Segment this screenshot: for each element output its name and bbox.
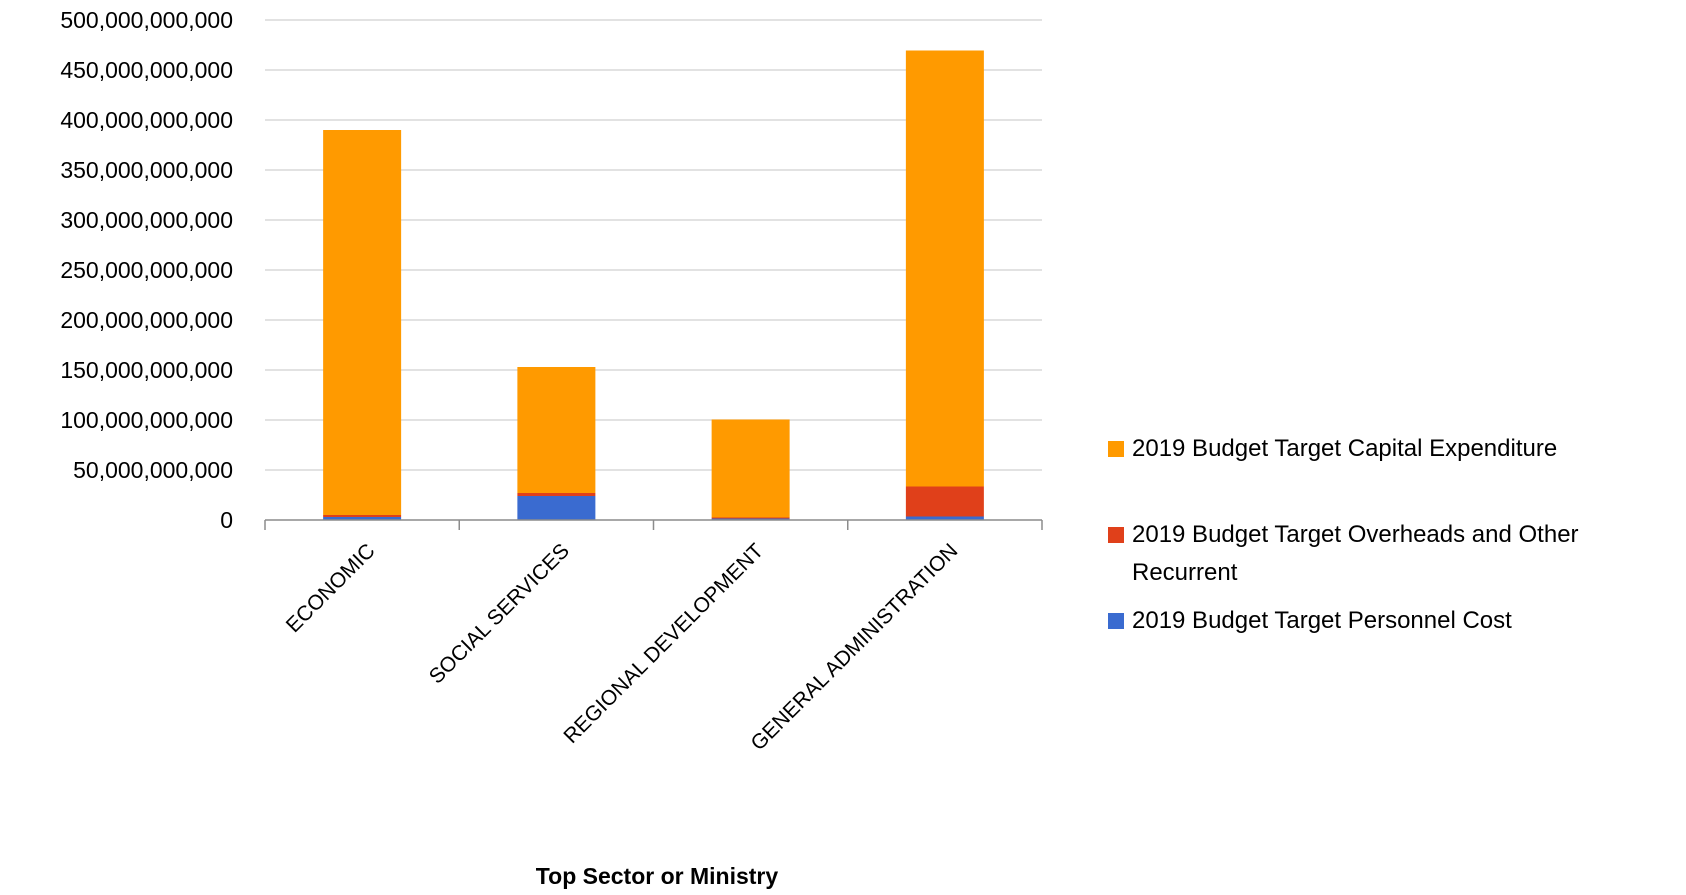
legend-label-overheads: 2019 Budget Target Overheads and Other R… — [1132, 521, 1579, 586]
y-tick-label: 50,000,000,000 — [73, 457, 233, 483]
bar-segment-3-1 — [905, 486, 984, 517]
x-tick-label: GENERAL ADMINISTRATION — [746, 539, 962, 755]
legend-item-personnel-cost: 2019 Budget Target Personnel Cost — [1108, 602, 1678, 640]
bar-segment-0-0 — [323, 517, 402, 520]
bars — [323, 50, 984, 520]
bar-segment-3-0 — [905, 516, 984, 520]
legend-item-capital-expenditure: 2019 Budget Target Capital Expenditure — [1108, 430, 1678, 468]
y-tick-label: 500,000,000,000 — [60, 7, 233, 33]
bar-segment-1-1 — [517, 493, 596, 496]
bar-segment-2-2 — [711, 419, 790, 518]
y-tick-label: 200,000,000,000 — [60, 307, 233, 333]
legend: 2019 Budget Target Capital Expenditure 2… — [1108, 430, 1678, 640]
y-tick-label: 100,000,000,000 — [60, 407, 233, 433]
legend-item-overheads: 2019 Budget Target Overheads and Other R… — [1108, 516, 1678, 592]
bar-segment-0-1 — [323, 515, 402, 517]
y-tick-label: 350,000,000,000 — [60, 157, 233, 183]
y-tick-label: 400,000,000,000 — [60, 107, 233, 133]
bar-segment-0-2 — [323, 130, 402, 515]
legend-label-capital-expenditure: 2019 Budget Target Capital Expenditure — [1132, 435, 1558, 462]
legend-swatch-overheads — [1108, 527, 1124, 543]
bar-segment-2-1 — [711, 517, 790, 519]
y-tick-label: 450,000,000,000 — [60, 57, 233, 83]
x-axis-title: Top Sector or Ministry — [536, 863, 779, 889]
bar-segment-1-0 — [517, 496, 596, 520]
y-tick-label: 300,000,000,000 — [60, 207, 233, 233]
legend-swatch-capital-expenditure — [1108, 441, 1124, 457]
y-axis-tick-labels: 0 50,000,000,000 100,000,000,000 150,000,00… — [60, 7, 233, 533]
legend-swatch-personnel-cost — [1108, 613, 1124, 629]
x-tick-label: ECONOMIC — [282, 539, 380, 637]
y-tick-label: 0 — [220, 507, 233, 533]
y-tick-label: 150,000,000,000 — [60, 357, 233, 383]
legend-label-personnel-cost: 2019 Budget Target Personnel Cost — [1132, 607, 1512, 634]
bar-segment-3-2 — [905, 50, 984, 487]
y-tick-label: 250,000,000,000 — [60, 257, 233, 283]
x-tick-label: SOCIAL SERVICES — [425, 539, 574, 688]
x-tick-label: REGIONAL DEVELOPMENT — [559, 539, 768, 748]
bar-segment-1-2 — [517, 367, 596, 493]
x-axis — [264, 519, 1043, 530]
